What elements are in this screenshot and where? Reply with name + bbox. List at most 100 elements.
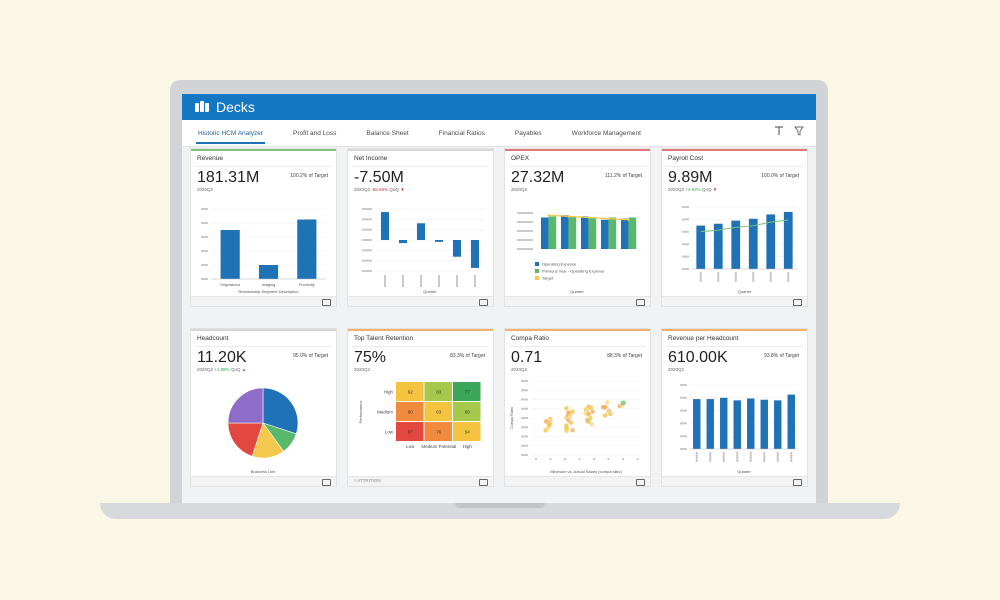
change-value: -86.69% bbox=[371, 187, 389, 192]
status-line bbox=[662, 329, 807, 331]
period-text: 2020Q2 bbox=[668, 187, 685, 192]
attrition-label: ATTRITION bbox=[357, 478, 381, 483]
scatter-point bbox=[606, 410, 611, 415]
x-tick-label bbox=[695, 452, 698, 462]
bar bbox=[733, 400, 741, 449]
col-label: High bbox=[463, 444, 473, 449]
bar bbox=[713, 223, 723, 269]
cell-value: 54 bbox=[465, 430, 471, 435]
table-view-icon[interactable] bbox=[636, 479, 645, 486]
y-tick-label bbox=[517, 221, 533, 223]
tab-historic-hcm-analyzer[interactable]: Historic HCM Analyzer bbox=[196, 126, 266, 144]
heatmap-cell bbox=[424, 382, 452, 401]
tab-workforce-management[interactable]: Workforce Management bbox=[571, 129, 641, 137]
compa-scatter-chart: Minimum vs. Actual Salary (compa ratio) C… bbox=[510, 380, 641, 474]
bar bbox=[696, 225, 706, 269]
bar bbox=[731, 220, 741, 269]
y-tick-label bbox=[517, 248, 533, 250]
text-format-icon[interactable] bbox=[774, 126, 784, 136]
tab-financial-ratios[interactable]: Financial Ratios bbox=[438, 129, 485, 137]
x-tick-label bbox=[722, 452, 725, 462]
x-tick-label bbox=[384, 275, 386, 287]
period-label: 2020Q2 +4.93% QoQ ▼ bbox=[668, 187, 717, 192]
scatter-point bbox=[567, 414, 573, 419]
card-revenue[interactable]: Revenue 181.31M 100.2% of Target 2020Q2 … bbox=[190, 148, 337, 307]
y-tick-label bbox=[521, 426, 528, 429]
y-tick-label bbox=[362, 249, 372, 252]
card-top-talent-retention[interactable]: Top Talent Retention 75% 83.3% of Target… bbox=[347, 328, 494, 487]
app-title: Decks bbox=[216, 99, 255, 115]
x-axis-label: Quarter bbox=[423, 289, 437, 294]
laptop-notch bbox=[455, 503, 545, 508]
tab-tools bbox=[774, 126, 804, 136]
table-view-icon[interactable] bbox=[793, 299, 802, 306]
x-tick-label bbox=[420, 275, 422, 287]
y-axis-label: Performance bbox=[358, 400, 363, 424]
tab-balance-sheet[interactable]: Balance Sheet bbox=[366, 129, 409, 137]
card-net-income[interactable]: Net Income -7.50M 2020Q2 -86.69% QoQ ▼ Q… bbox=[347, 148, 494, 307]
table-view-icon[interactable] bbox=[793, 479, 802, 486]
card-title: Payroll Cost bbox=[668, 155, 704, 162]
x-tick-label bbox=[736, 452, 739, 462]
card-compa-ratio[interactable]: Compa Ratio 0.71 88.3% of Target 2020Q2 … bbox=[504, 328, 651, 487]
table-view-icon[interactable] bbox=[322, 479, 331, 486]
scatter-point bbox=[548, 418, 553, 423]
card-title: Top Talent Retention bbox=[354, 335, 414, 342]
change-value: +1.89% bbox=[214, 367, 230, 372]
x-tick-label bbox=[474, 275, 476, 287]
col-label: Low bbox=[406, 444, 415, 449]
heatmap-cell bbox=[396, 402, 424, 421]
x-tick-label bbox=[438, 275, 440, 287]
legend-swatch bbox=[535, 276, 539, 280]
table-view-icon[interactable] bbox=[322, 299, 331, 306]
y-tick-label bbox=[201, 264, 208, 266]
table-view-icon[interactable] bbox=[479, 479, 488, 486]
card-opex[interactable]: OPEX 27.32M 111.2% of Target 2020Q2 Oper… bbox=[504, 148, 651, 307]
opex-chart: Operating Expense Previous Year - Operati… bbox=[517, 212, 639, 294]
filter-icon[interactable] bbox=[794, 126, 804, 136]
target-text: 111.2% of Target bbox=[605, 173, 642, 179]
target-text: 100.0% of Target bbox=[761, 173, 799, 179]
tab-bar: Historic HCM Analyzer Profit and Loss Ba… bbox=[182, 120, 816, 147]
card-payroll-cost[interactable]: Payroll Cost 9.89M 100.0% of Target 2020… bbox=[661, 148, 808, 307]
card-title: Headcount bbox=[197, 335, 229, 342]
target-text: 100.2% of Target bbox=[290, 173, 328, 179]
bar bbox=[766, 214, 776, 269]
bar-previous-year bbox=[568, 216, 577, 249]
pie-slice bbox=[227, 422, 264, 457]
card-title: Revenue per Headcount bbox=[668, 335, 739, 342]
target-point bbox=[567, 215, 570, 218]
metric-value: 181.31M bbox=[197, 169, 260, 186]
period-text: 2020Q2 bbox=[354, 187, 371, 192]
bar-operating-expense bbox=[601, 219, 609, 249]
scatter-point bbox=[589, 422, 595, 427]
period-label: 2020Q2 bbox=[511, 367, 528, 372]
y-tick-label bbox=[201, 236, 208, 238]
y-tick-label bbox=[680, 448, 687, 450]
legend-label: Operating Expense bbox=[542, 262, 577, 267]
decks-logo-icon bbox=[195, 101, 209, 112]
cell-value: 80 bbox=[408, 410, 414, 415]
y-tick-label bbox=[521, 417, 528, 419]
headcount-pie-chart: Business Unit bbox=[227, 387, 299, 474]
y-tick-label bbox=[682, 255, 689, 258]
y-tick-label bbox=[362, 270, 372, 272]
card-headcount[interactable]: Headcount 11.20K 95.0% of Target 2020Q2 … bbox=[190, 328, 337, 487]
card-revenue-per-headcount[interactable]: Revenue per Headcount 610.00K 93.8% of T… bbox=[661, 328, 808, 487]
scatter-point bbox=[584, 418, 590, 423]
scatter-point bbox=[568, 420, 574, 425]
legend-label: Previous Year - Operating Expense bbox=[542, 269, 605, 274]
bar bbox=[760, 399, 768, 449]
scatter-point bbox=[590, 409, 595, 414]
bar bbox=[380, 212, 390, 240]
tab-profit-and-loss[interactable]: Profit and Loss bbox=[293, 129, 337, 137]
row-label: Low bbox=[385, 430, 394, 435]
x-tick-label bbox=[456, 275, 458, 287]
table-view-icon[interactable] bbox=[479, 299, 488, 306]
x-tick-label bbox=[607, 458, 610, 460]
tab-payables[interactable]: Payables bbox=[514, 129, 542, 137]
x-tick-label bbox=[769, 272, 772, 282]
x-tick-label bbox=[717, 272, 720, 282]
table-view-icon[interactable] bbox=[636, 299, 645, 306]
y-tick-label bbox=[682, 230, 689, 233]
